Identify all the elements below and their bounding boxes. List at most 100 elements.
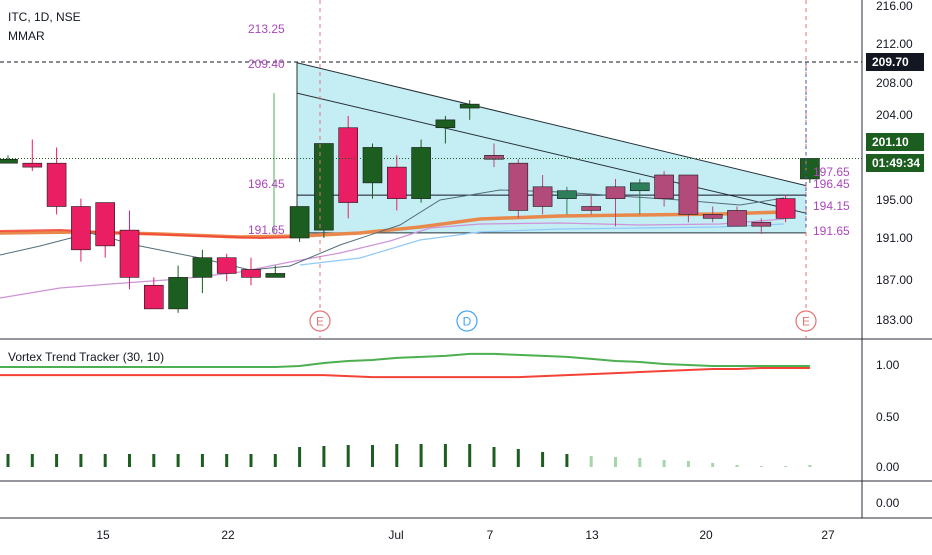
time-tick-label: 27 (821, 528, 835, 542)
candle-body[interactable] (362, 147, 383, 184)
price-tick-label: 208.00 (876, 76, 913, 90)
candle-body[interactable] (800, 158, 820, 180)
vortex-histogram-bar (541, 452, 545, 467)
price-lines: E D E213.25209.40196.45191.65197.65196.451… (0, 0, 862, 339)
vortex-histogram-bar (614, 457, 617, 467)
candle-body[interactable] (192, 257, 213, 278)
vortex-histogram-bar (589, 456, 593, 467)
vortex-histogram-bar (79, 454, 83, 467)
candle-body[interactable] (727, 210, 747, 227)
candle-body[interactable] (459, 103, 480, 109)
level-badge: 209.70 (872, 55, 909, 69)
vortex-histogram-bar (784, 466, 788, 467)
vortex-histogram-bar (371, 445, 374, 467)
candle-body[interactable] (751, 221, 772, 227)
vortex-minus-line (0, 367, 810, 379)
candle-body[interactable] (265, 273, 286, 278)
price-tick-label: 216.00 (876, 0, 913, 13)
vortex-histogram-bar (516, 449, 520, 467)
candle-body[interactable] (119, 229, 140, 278)
candle-body[interactable] (654, 174, 674, 199)
candle-body[interactable] (702, 214, 723, 219)
lower-pane-tick-label: 0.00 (876, 496, 900, 510)
time-tick-label: 7 (487, 528, 494, 542)
drawing-price-label: 196.45 (813, 177, 850, 191)
vortex-histogram-bar (468, 444, 472, 467)
vortex-histogram-bar (759, 466, 763, 467)
moving-averages (0, 189, 786, 299)
channel-upper-trendline (296, 62, 807, 187)
candle-body[interactable] (508, 162, 529, 211)
candle-body[interactable] (241, 269, 261, 278)
axes: 216.00 212.00 208.00 204.00 195.00 191.00 187.… (96, 0, 924, 542)
candle-body[interactable] (678, 174, 699, 215)
price-tick-label: 212.00 (876, 37, 913, 51)
last-price-badge: 201.10 (872, 135, 909, 149)
vortex-histogram-bar (128, 454, 131, 467)
price-tick-label: 204.00 (876, 108, 913, 122)
candlesticks[interactable] (0, 100, 820, 313)
drawing-price-label: 191.65 (813, 224, 850, 238)
vortex-histogram-bar (6, 454, 10, 467)
vortex-histogram-bar (686, 461, 690, 467)
time-tick-label: 22 (221, 528, 235, 542)
ema-red (0, 228, 301, 240)
candle-body[interactable] (411, 147, 431, 199)
vortex-histogram-bar (395, 444, 399, 467)
price-tick-label: 187.00 (876, 273, 913, 287)
candle-body[interactable] (0, 158, 18, 164)
candle-body[interactable] (386, 166, 407, 199)
vortex-histogram-bar (565, 454, 569, 467)
candle-body[interactable] (46, 162, 67, 207)
candle-body[interactable] (338, 127, 359, 203)
price-tick-label: 183.00 (876, 313, 913, 327)
indicator-tick-label: 0.00 (876, 460, 900, 474)
candle-body[interactable] (581, 206, 602, 211)
candle-body[interactable] (605, 186, 626, 199)
event-marker[interactable] (795, 310, 817, 332)
drawing-price-label: 209.40 (248, 57, 285, 71)
candle-body[interactable] (435, 119, 456, 129)
candle-body[interactable] (95, 202, 115, 247)
candle-body[interactable] (557, 190, 577, 199)
price-tick-label: 195.00 (876, 193, 913, 207)
candle-body[interactable] (22, 162, 43, 168)
vortex-histogram-bar (638, 458, 642, 467)
candle-body[interactable] (484, 155, 504, 160)
vortex-histogram-bar (492, 447, 496, 467)
event-marker[interactable] (309, 310, 331, 332)
vortex-plus-line (0, 352, 810, 369)
candle-body[interactable] (144, 284, 164, 310)
candle-body[interactable] (289, 206, 310, 239)
candle-body[interactable] (532, 186, 553, 207)
event-letter: D (463, 315, 472, 329)
sma-gray (0, 189, 785, 271)
vortex-histogram-bar (735, 465, 739, 467)
sma-pink (0, 218, 785, 299)
vortex-histogram-bar (808, 465, 812, 467)
indicator-pane (0, 352, 812, 467)
drawing-price-label: 213.25 (248, 22, 285, 36)
candle-body[interactable] (168, 277, 188, 310)
level-badge-bg (866, 53, 924, 71)
candle-body[interactable] (629, 182, 650, 192)
event-marker[interactable] (456, 310, 478, 332)
vortex-histogram-bar (55, 454, 59, 467)
indicator-title: Vortex Trend Tracker (30, 10) (8, 350, 164, 364)
last-price-badge-bg (866, 133, 924, 151)
vortex-histogram-bar (30, 454, 34, 467)
time-tick-label: 13 (585, 528, 599, 542)
indicator-tick-label: 0.50 (876, 410, 900, 424)
candle-body[interactable] (71, 206, 91, 251)
event-letter: E (316, 315, 324, 329)
candle-body[interactable] (314, 143, 334, 231)
time-tick-label: 15 (96, 528, 110, 542)
vortex-histogram-bar (273, 454, 277, 467)
drawing-price-label: 197.65 (813, 165, 850, 179)
candle-body[interactable] (216, 257, 237, 274)
drawing-price-label: 194.15 (813, 199, 850, 213)
candle-body[interactable] (775, 198, 796, 219)
vortex-histogram-bar (711, 463, 715, 467)
